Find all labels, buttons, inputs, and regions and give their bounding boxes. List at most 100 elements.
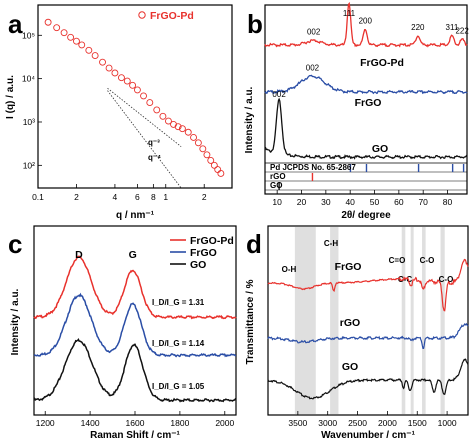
panel-a-data-point <box>78 41 86 49</box>
panel-a-xtick-label: 4 <box>113 192 118 202</box>
panel-b-ylabel: Intensity / a.u. <box>244 86 255 153</box>
panel-a-guide-line <box>107 90 182 189</box>
panel-d-letter: d <box>246 229 262 259</box>
panel-c-series-frgo-pd <box>33 255 237 320</box>
panel-a-data-point <box>203 151 211 159</box>
panel-a-ytick-label: 10⁴ <box>22 74 35 84</box>
panel-b-xtick-label: 10 <box>272 197 282 207</box>
panel-b-peak-label: 311 <box>446 23 459 32</box>
panel-d-frame <box>267 225 469 416</box>
panel-d-band-label: O-H <box>282 265 297 274</box>
panel-a-xtick-label: 2 <box>202 192 207 202</box>
panel-a-letter: a <box>8 9 23 39</box>
panel-d-series-frgo <box>267 258 469 312</box>
panel-d-xtick-label: 1500 <box>408 418 427 428</box>
panel-b-xtick-label: 50 <box>370 197 380 207</box>
panel-a-ylabel: I (q) / a.u. <box>5 75 16 119</box>
panel-c-band-label: G <box>129 249 137 261</box>
panel-a-xtick-label: 6 <box>135 192 140 202</box>
panel-c-xtick-label: 1800 <box>170 418 189 428</box>
panel-a-data-point <box>140 92 147 100</box>
panel-a-data-point <box>123 77 131 85</box>
panel-b-xtick-label: 70 <box>418 197 428 207</box>
panel-b-ref-label: rGO <box>270 172 286 181</box>
panel-a-data-point <box>99 58 106 66</box>
panel-a-guide-label: q⁻⁴ <box>148 153 161 162</box>
panel-a-xtick-label: 1 <box>163 192 168 202</box>
panel-d-band <box>401 227 406 414</box>
panel-c-series-go <box>33 338 237 403</box>
panel-c-xtick-label: 1200 <box>36 418 55 428</box>
panel-a-data-point <box>53 24 61 32</box>
panel-a-data-point <box>73 37 80 45</box>
legend-label-frgo-pd: FrGO-Pd <box>150 10 194 22</box>
panel-d-xlabel: Wavenumber / cm⁻¹ <box>321 430 415 441</box>
panel-b-series-label: FrGO-Pd <box>360 57 404 69</box>
panel-a-xtick-label: 0.1 <box>32 192 44 202</box>
panel-d-series-label: GO <box>342 361 358 373</box>
panel-d-series-label: FrGO <box>335 261 362 273</box>
panel-a-data-point <box>207 156 215 164</box>
panel-a-data-point <box>214 166 222 173</box>
panel-a-ytick-label: 10² <box>23 160 35 170</box>
panel-b-peak-label: 200 <box>359 16 373 25</box>
panel-a-xlabel: q / nm⁻¹ <box>116 210 155 221</box>
panel-a-guide-label: q⁻³ <box>148 138 160 147</box>
panel-d-xtick-label: 1000 <box>438 418 457 428</box>
panel-a-data-point <box>174 123 182 131</box>
panel-a-data-point <box>118 74 125 82</box>
panel-c-xtick-label: 2000 <box>215 418 234 428</box>
panel-a-data-point <box>199 145 207 153</box>
panel-d-xtick-label: 2500 <box>348 418 367 428</box>
panel-d-band-label: C-O <box>439 275 454 284</box>
panel-d-band-label: C=O <box>389 256 406 265</box>
panel-c-ratio-label: I_D/I_G = 1.14 <box>152 339 205 348</box>
panel-a-data-point <box>60 29 68 37</box>
panel-d-series-label: rGO <box>340 317 360 329</box>
panel-c-xtick-label: 1400 <box>81 418 100 428</box>
panel-a-data-point <box>91 52 99 60</box>
panel-a-data-point <box>111 69 119 77</box>
panel-a-data-point <box>178 125 186 133</box>
panel-a-ytick-label: 10⁵ <box>22 30 35 40</box>
panel-b-peak-label: 002 <box>272 90 286 99</box>
panel-c: c D G I_D/I_G = 1.31 I_D/I_G = 1.14 I_D/I_G … <box>8 225 237 441</box>
panel-d-band <box>330 227 339 414</box>
panel-c-legend-label: GO <box>190 259 206 271</box>
panel-a-ytick-label: 10³ <box>23 117 35 127</box>
panel-a-data-point <box>133 86 141 94</box>
panel-b-frame <box>264 4 468 195</box>
panel-d-xtick-label: 3000 <box>318 418 337 428</box>
panel-a-data-point <box>85 46 93 54</box>
panel-c-legend-label: FrGO-Pd <box>190 235 234 247</box>
panel-a-data-point <box>44 18 52 26</box>
panel-a-data-point <box>190 133 197 141</box>
panel-c-xlabel: Raman Shift / cm⁻¹ <box>90 430 180 441</box>
panel-a-data-point <box>105 64 113 72</box>
panel-a-data-point <box>184 128 192 136</box>
panel-a-data-point <box>129 81 137 89</box>
panel-a-data-point <box>217 169 225 177</box>
panel-c-ratio-label: I_D/I_G = 1.31 <box>152 298 205 307</box>
panel-b-xtick-label: 30 <box>321 197 331 207</box>
panel-b-series-frgo <box>264 74 468 95</box>
panel-b-xtick-label: 80 <box>443 197 453 207</box>
panel-b-ref-label: Pd JCPDS No. 65-2867 <box>270 163 356 172</box>
panel-c-ylabel: Intensity / a.u. <box>10 288 21 355</box>
panel-b-peak-label: 222 <box>455 27 469 36</box>
panel-c-band-label: D <box>75 249 83 261</box>
panel-a-data-point <box>210 161 218 169</box>
panel-d-ylabel: Transmittance / % <box>245 279 256 364</box>
panel-a-data-point <box>153 106 161 114</box>
panel-d-series-rgo <box>267 322 469 349</box>
panel-a-xtick-label: 8 <box>151 192 156 202</box>
panel-b-peak-label: 111 <box>343 9 356 18</box>
panel-b-series-go <box>264 97 468 160</box>
panel-d-band <box>294 227 316 414</box>
panel-c-legend-label: FrGO <box>190 247 217 259</box>
panel-a-data-point <box>146 99 154 107</box>
panel-d-xtick-label: 2000 <box>378 418 397 428</box>
